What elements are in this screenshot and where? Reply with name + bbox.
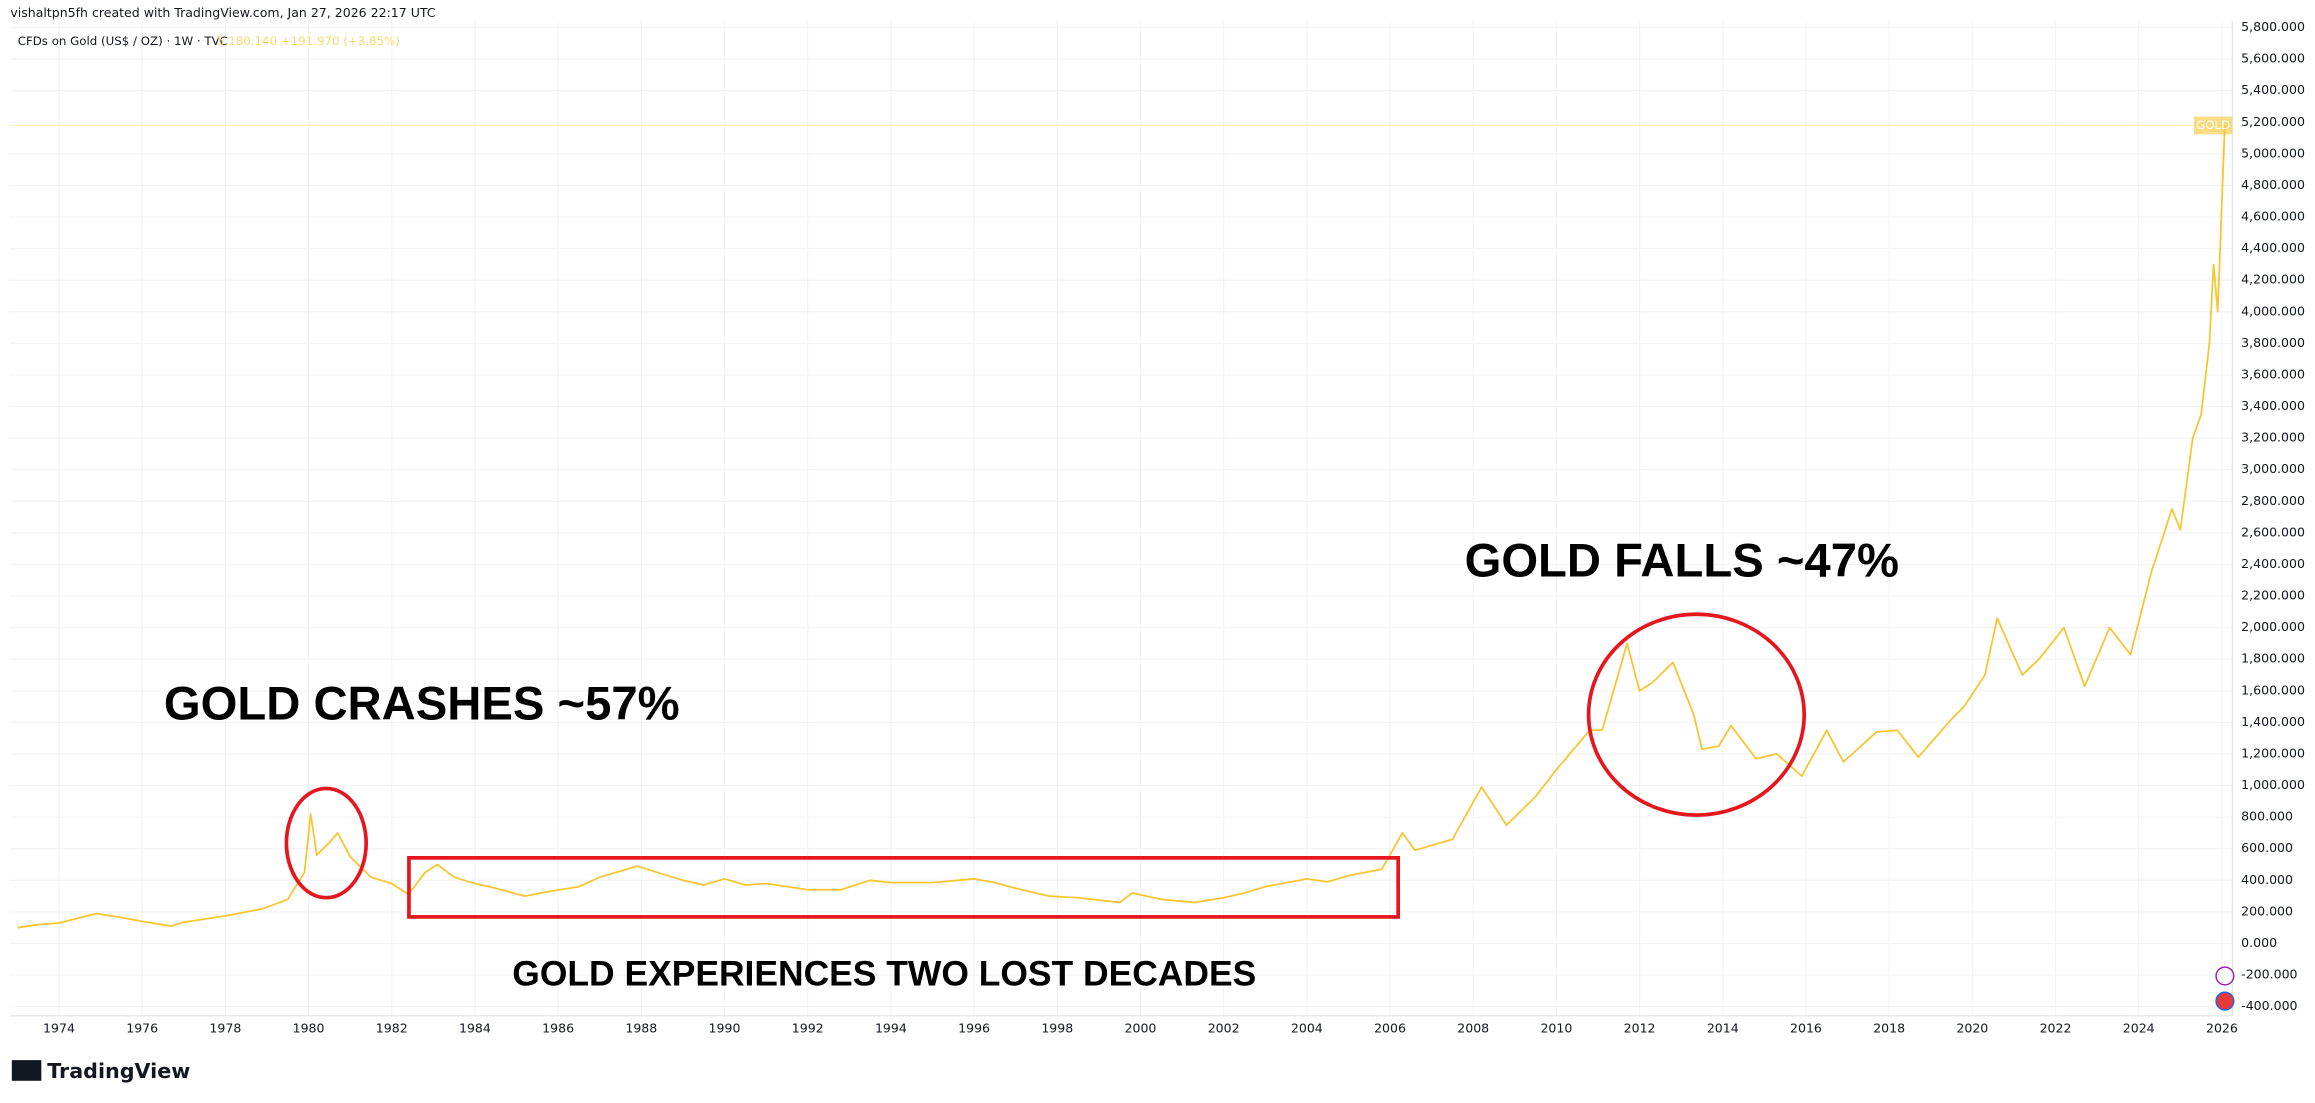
y-tick-label: 2,200.000 bbox=[2241, 588, 2305, 603]
y-tick-label: 5,600.000 bbox=[2241, 51, 2305, 66]
x-tick-label: 1978 bbox=[209, 1021, 241, 1036]
y-tick-label: 3,800.000 bbox=[2241, 335, 2305, 350]
y-tick-label: 2,800.000 bbox=[2241, 493, 2305, 508]
y-tick-label: 2,000.000 bbox=[2241, 619, 2305, 634]
y-tick-label: 3,600.000 bbox=[2241, 366, 2305, 381]
x-tick-label: 2026 bbox=[2206, 1021, 2238, 1036]
grid bbox=[10, 20, 2233, 1016]
y-tick-label: 800.000 bbox=[2241, 809, 2293, 824]
highlight-rect bbox=[407, 856, 1400, 919]
x-tick-label: 2022 bbox=[2040, 1021, 2072, 1036]
x-tick-label: 1996 bbox=[958, 1021, 990, 1036]
x-tick-label: 2008 bbox=[1457, 1021, 1489, 1036]
icon[interactable] bbox=[2215, 966, 2235, 986]
chart-title: CFDs on Gold (US$ / OZ) · 1W · TVC bbox=[18, 34, 228, 48]
highlight-ellipse bbox=[1586, 612, 1807, 817]
x-tick-label: 2024 bbox=[2123, 1021, 2155, 1036]
x-tick-label: 2004 bbox=[1291, 1021, 1323, 1036]
y-tick-label: 4,000.000 bbox=[2241, 303, 2305, 318]
x-tick-label: 2018 bbox=[1873, 1021, 1905, 1036]
legend-value: 5,180.140 +191.970 (+3.85%) bbox=[217, 34, 400, 48]
y-tick-label: 4,800.000 bbox=[2241, 177, 2305, 192]
price-label-box bbox=[2193, 116, 2233, 135]
x-tick-label: 2002 bbox=[1208, 1021, 1240, 1036]
price-line bbox=[17, 125, 2226, 929]
y-tick-label: 1,400.000 bbox=[2241, 714, 2305, 729]
y-tick-label: 3,000.000 bbox=[2241, 461, 2305, 476]
x-tick-label: 2006 bbox=[1374, 1021, 1406, 1036]
y-tick-label: 600.000 bbox=[2241, 840, 2293, 855]
price-label: GOLD bbox=[2196, 118, 2230, 132]
y-tick-label: 1,600.000 bbox=[2241, 682, 2305, 697]
y-tick-label: 2,600.000 bbox=[2241, 524, 2305, 539]
y-tick-label: 1,200.000 bbox=[2241, 745, 2305, 760]
branding: TradingView bbox=[47, 1059, 190, 1083]
y-tick-label: 5,400.000 bbox=[2241, 82, 2305, 97]
annotation: GOLD CRASHES ~57% bbox=[164, 678, 680, 731]
x-tick-label: 1984 bbox=[459, 1021, 491, 1036]
y-tick-label: 1,800.000 bbox=[2241, 651, 2305, 666]
y-tick-label: 5,200.000 bbox=[2241, 114, 2305, 129]
x-tick-label: 1982 bbox=[376, 1021, 408, 1036]
x-tick-label: 1976 bbox=[126, 1021, 158, 1036]
highlight-ellipse bbox=[284, 786, 368, 900]
header: vishaltpn5fh created with TradingView.co… bbox=[10, 5, 435, 20]
x-tick-label: 2000 bbox=[1125, 1021, 1157, 1036]
x-tick-label: 2020 bbox=[1956, 1021, 1988, 1036]
annotation: GOLD EXPERIENCES TWO LOST DECADES bbox=[512, 953, 1256, 993]
x-tick-label: 2014 bbox=[1707, 1021, 1739, 1036]
logo-mark bbox=[11, 1060, 42, 1081]
x-tick-label: 1994 bbox=[875, 1021, 907, 1036]
y-tick-label: 400.000 bbox=[2241, 872, 2293, 887]
icon[interactable] bbox=[2215, 991, 2235, 1011]
plot-area: GOLD bbox=[10, 116, 2233, 929]
y-tick-label: -200.000 bbox=[2241, 967, 2297, 982]
x-tick-label: 1980 bbox=[293, 1021, 325, 1036]
y-tick-label: -400.000 bbox=[2241, 998, 2297, 1013]
x-tick-label: 2010 bbox=[1540, 1021, 1572, 1036]
y-tick-label: 4,200.000 bbox=[2241, 272, 2305, 287]
y-tick-label: 200.000 bbox=[2241, 903, 2293, 918]
y-tick-label: 2,400.000 bbox=[2241, 556, 2305, 571]
annotation: GOLD FALLS ~47% bbox=[1465, 535, 1899, 588]
x-tick-label: 2016 bbox=[1790, 1021, 1822, 1036]
y-tick-label: 4,400.000 bbox=[2241, 240, 2305, 255]
x-tick-label: 1988 bbox=[625, 1021, 657, 1036]
x-tick-label: 2012 bbox=[1624, 1021, 1656, 1036]
y-tick-label: 5,000.000 bbox=[2241, 145, 2305, 160]
x-tick-label: 1990 bbox=[709, 1021, 741, 1036]
x-tick-label: 1974 bbox=[43, 1021, 75, 1036]
y-tick-label: 1,000.000 bbox=[2241, 777, 2305, 792]
y-tick-label: 3,200.000 bbox=[2241, 430, 2305, 445]
y-tick-label: 5,800.000 bbox=[2241, 19, 2305, 34]
x-tick-label: 1992 bbox=[792, 1021, 824, 1036]
y-tick-label: 4,600.000 bbox=[2241, 209, 2305, 224]
y-tick-label: 3,400.000 bbox=[2241, 398, 2305, 413]
x-tick-label: 1986 bbox=[542, 1021, 574, 1036]
x-tick-label: 1998 bbox=[1041, 1021, 1073, 1036]
y-tick-label: 0.000 bbox=[2241, 935, 2277, 950]
